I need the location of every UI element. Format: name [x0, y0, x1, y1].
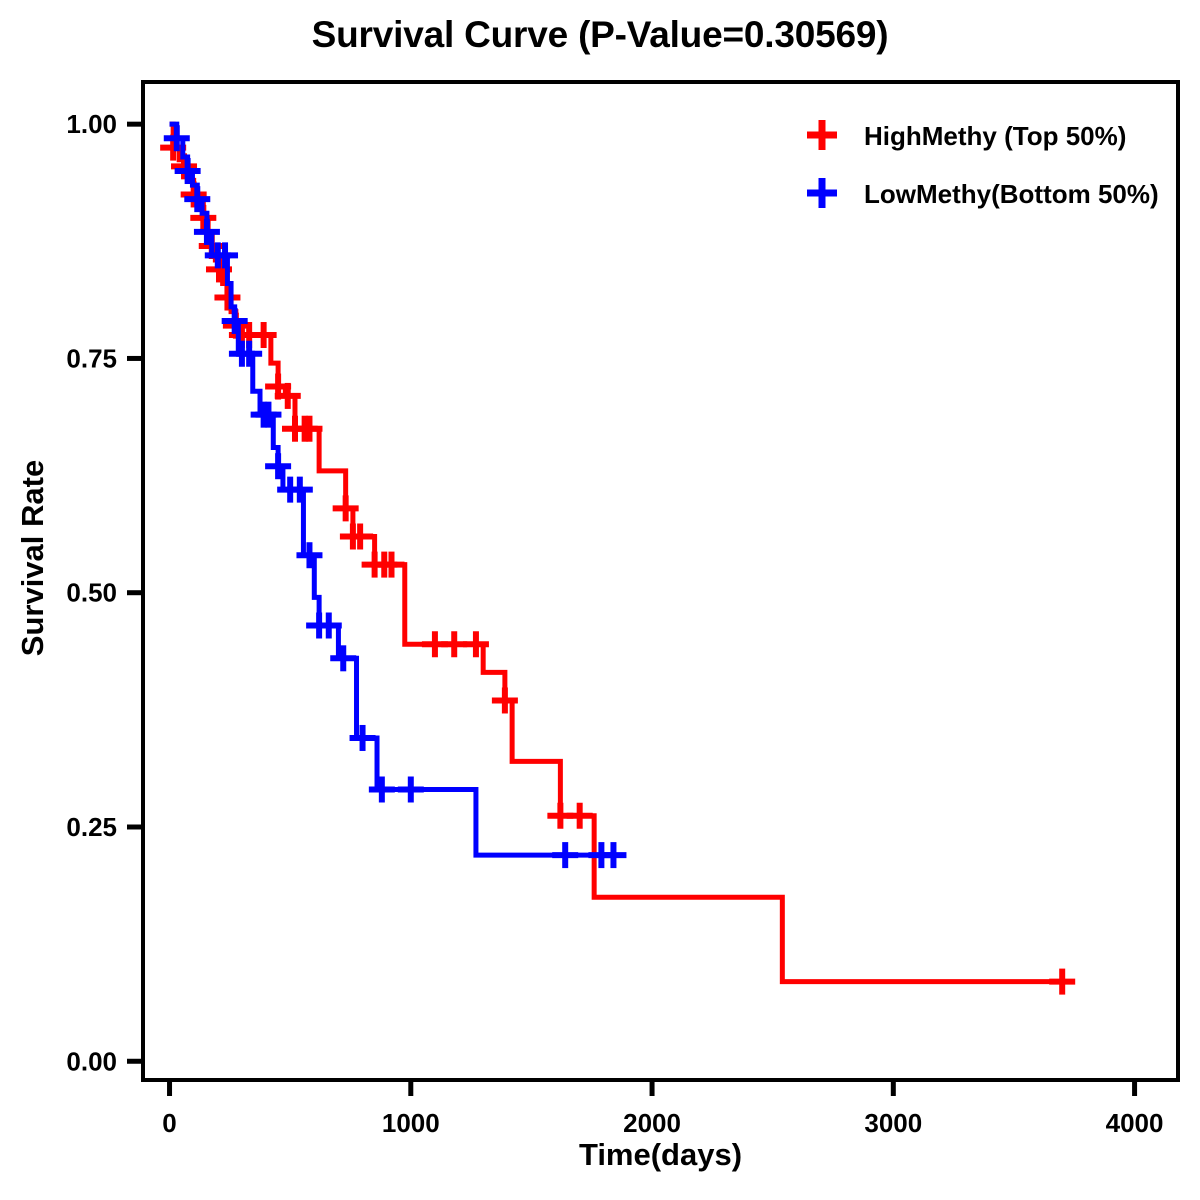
censor-marker [296, 415, 323, 442]
step-line [169, 121, 616, 858]
censor-marker [265, 453, 292, 480]
censor-marker [491, 687, 518, 714]
censor-marker [1049, 968, 1076, 995]
censor-marker [349, 724, 376, 751]
page-title: Survival Curve (P-Value=0.30569) [311, 14, 889, 55]
censor-marker [163, 125, 190, 152]
censor-marker [221, 307, 248, 334]
censor-marker [274, 382, 301, 409]
censor-marker [378, 551, 405, 578]
censor-marker [174, 158, 201, 185]
y-tick-label: 0.00 [66, 1046, 117, 1076]
censor-marker [184, 186, 211, 213]
y-tick-label: 0.75 [66, 343, 117, 373]
legend-label: LowMethy(Bottom 50%) [864, 179, 1159, 209]
censor-marker [250, 322, 277, 349]
censor-marker [600, 842, 627, 869]
censor-marker [441, 631, 468, 658]
censor-marker [552, 842, 579, 869]
censor-marker [347, 523, 374, 550]
y-tick-label: 0.50 [66, 578, 117, 608]
y-axis-ticks: 0.00 0.25 0.50 0.75 1.00 [66, 109, 143, 1076]
y-tick-label: 0.25 [66, 812, 117, 842]
x-tick-label: 2000 [623, 1108, 681, 1138]
censor-marker [330, 645, 357, 672]
series-high-methy [160, 121, 1076, 995]
censor-marker [255, 401, 282, 428]
legend-plus-icon [807, 120, 837, 150]
censor-marker [286, 476, 313, 503]
censor-marker [397, 776, 424, 803]
censor-marker [214, 284, 241, 311]
x-tick-label: 4000 [1106, 1108, 1164, 1138]
censor-marker [462, 631, 489, 658]
censor-marker [193, 218, 220, 245]
series-low-methy [163, 121, 627, 869]
x-tick-label: 0 [162, 1108, 176, 1138]
x-tick-label: 1000 [382, 1108, 440, 1138]
censor-marker [296, 542, 323, 569]
censor-marker [332, 495, 359, 522]
censor-marker [368, 776, 395, 803]
legend-plus-icon [807, 178, 837, 208]
plot-frame [141, 80, 1180, 1082]
legend-item: HighMethy (Top 50%) [807, 120, 1126, 151]
legend-item: LowMethy(Bottom 50%) [807, 178, 1159, 209]
censor-marker [315, 612, 342, 639]
x-axis-title: Time(days) [578, 1137, 743, 1172]
legend-label: HighMethy (Top 50%) [864, 121, 1126, 151]
y-tick-label: 1.00 [66, 109, 117, 139]
censor-marker [212, 242, 239, 269]
censor-marker [566, 802, 593, 829]
series-lines [160, 121, 1076, 995]
x-axis-ticks: 0 1000 2000 3000 4000 [162, 1080, 1163, 1138]
x-tick-label: 3000 [864, 1108, 922, 1138]
chart-legend: HighMethy (Top 50%) LowMethy(Bottom 50%) [807, 120, 1159, 209]
censor-marker [236, 340, 263, 367]
